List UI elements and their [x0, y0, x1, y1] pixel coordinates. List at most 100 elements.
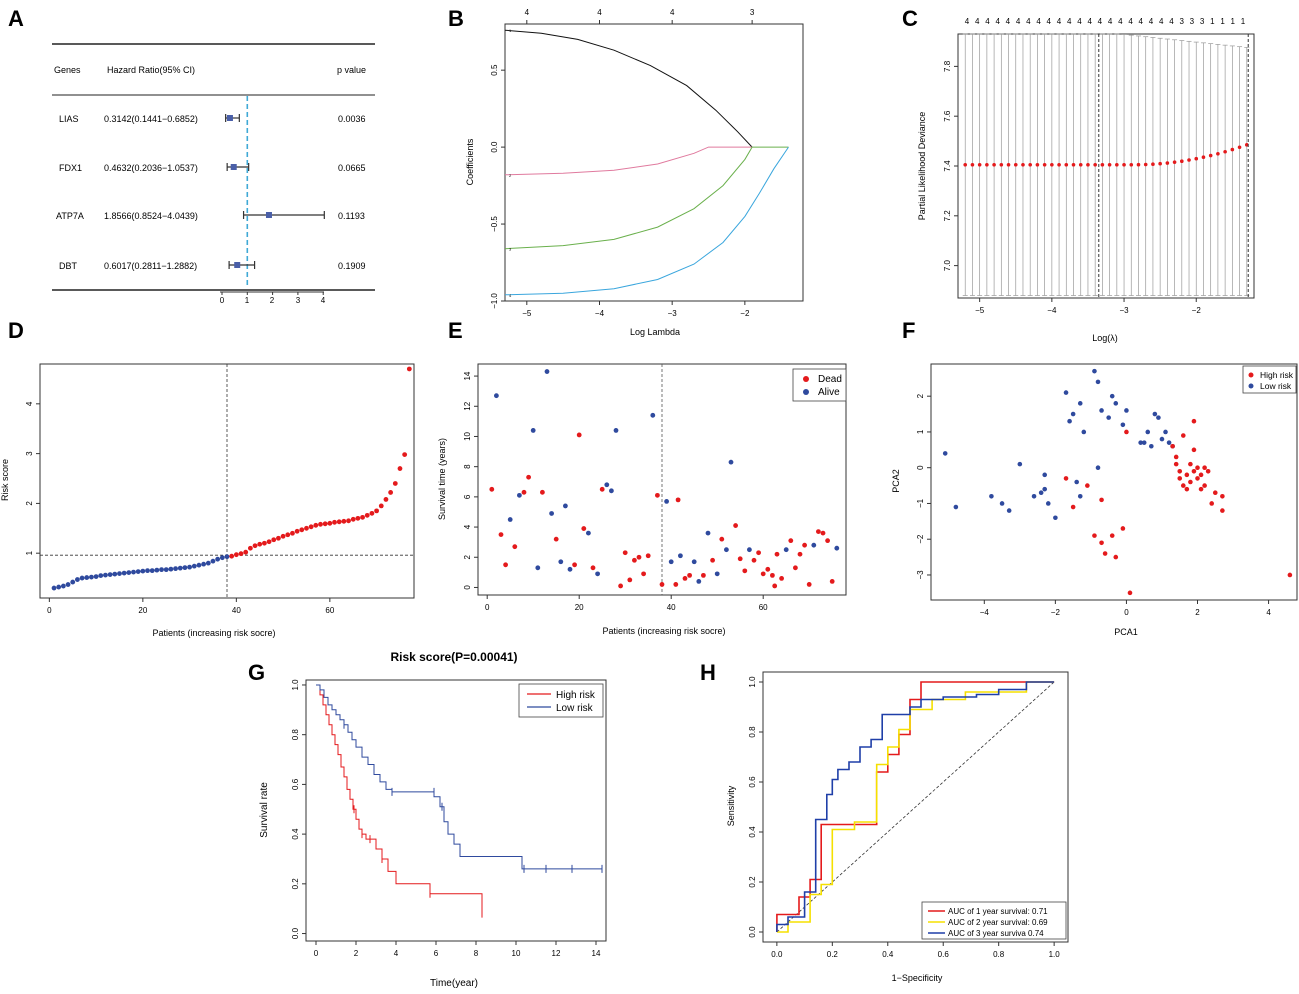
cv-mean-point [1042, 162, 1047, 167]
top-tick-label: 4 [1139, 17, 1144, 26]
risk-score-point [378, 503, 384, 509]
risk-score-point [182, 565, 188, 571]
x-tick-label: 6 [434, 949, 439, 958]
survival-point [705, 530, 711, 536]
axis-y-label: Survival rate [259, 782, 270, 838]
axis-y-label: Sensitivity [726, 785, 736, 826]
x-tick-label: 60 [759, 603, 768, 612]
x-tick-label: 2 [1195, 608, 1200, 617]
pca-point [1141, 440, 1147, 445]
survival-point [590, 565, 596, 571]
pca-point [1099, 497, 1104, 503]
survival-point [770, 572, 775, 578]
cv-mean-point [992, 162, 996, 167]
pca-point [1287, 572, 1293, 578]
survival-point [636, 554, 642, 560]
legend-alive-marker [803, 389, 809, 395]
risk-score-point [271, 537, 277, 543]
risk-score-point [247, 545, 253, 551]
risk-score-point [238, 551, 244, 557]
top-tick-label: 4 [1149, 17, 1154, 26]
survival-point [719, 536, 725, 542]
pca-point [1177, 468, 1183, 474]
pca-point [989, 494, 994, 499]
panel-label-h: H [700, 660, 716, 685]
cv-mean-point [1129, 162, 1134, 167]
risk-score-point [369, 510, 375, 516]
cv-mean-point [1093, 162, 1097, 167]
panel-label-e: E [448, 318, 463, 343]
legend-box [921, 901, 1067, 940]
top-tick-label: 1 [1241, 17, 1246, 26]
x-tick-label: −2 [1051, 608, 1061, 617]
legend-1yr-label: AUC of 1 year survival: 0.71 [948, 907, 1048, 916]
plot-frame [305, 679, 607, 942]
pca-point [1163, 429, 1168, 435]
y-tick-label: 0.8 [748, 726, 757, 738]
axis-x-label: Patients (increasing risk socre) [602, 626, 725, 636]
pca-point [1038, 490, 1044, 496]
y-tick-label: 0.0 [748, 926, 757, 938]
pca-point [1045, 501, 1051, 506]
forest-x-tick: 1 [245, 296, 250, 305]
pca-point [1127, 590, 1133, 596]
risk-score-point [341, 518, 347, 524]
risk-score-point [280, 533, 286, 539]
cv-mean-point [1223, 149, 1227, 154]
x-tick-label: 12 [552, 949, 561, 958]
y-tick-label: 0.2 [291, 878, 300, 890]
risk-score-point [140, 568, 146, 574]
axis-x-label: Time(year) [430, 978, 478, 989]
x-tick-label: −3 [1119, 306, 1129, 315]
pca-point [1198, 472, 1204, 478]
cv-mean-point [1208, 153, 1213, 158]
y-tick-label: 0.6 [291, 778, 300, 790]
risk-score-plot: Patients (increasing risk socre) Risk sc… [0, 363, 415, 638]
x-tick-label: 8 [474, 949, 479, 958]
pca-point [1077, 494, 1083, 499]
risk-score-point [201, 561, 207, 567]
x-tick-label: 0 [47, 606, 52, 615]
survival-point [751, 557, 757, 563]
panel-label-a: A [8, 6, 24, 31]
pca-point [1113, 554, 1119, 560]
risk-score-point [135, 569, 141, 575]
cv-mean-point [1107, 162, 1112, 167]
forest-x-tick: 4 [321, 296, 326, 305]
cv-mean-point [985, 162, 989, 167]
top-tick-label: 4 [965, 17, 970, 26]
x-tick-label: 0.6 [938, 950, 950, 959]
cv-mean-point [1071, 162, 1076, 167]
survival-point [604, 482, 610, 488]
pca-point [1120, 422, 1126, 428]
legend-high-label: High risk [556, 690, 596, 701]
cv-mean-point [1136, 162, 1141, 167]
risk-score-point [350, 516, 356, 522]
y-tick-label: 0.2 [748, 876, 757, 888]
survival-point [549, 511, 554, 516]
survival-point [816, 529, 821, 534]
survival-point [512, 544, 518, 550]
forest-x-tick: 2 [270, 296, 275, 305]
survival-point [714, 571, 720, 577]
survival-point [558, 559, 564, 565]
survival-point [797, 551, 803, 557]
cv-mean-point [1064, 162, 1069, 167]
panel-label-c: C [902, 6, 918, 31]
pca-point [1113, 401, 1119, 406]
survival-point [521, 489, 527, 495]
survival-point [659, 582, 665, 587]
y-tick-label: 7.0 [943, 260, 952, 272]
y-tick-label: −1 [916, 498, 925, 508]
x-tick-label: 20 [575, 603, 584, 612]
top-tick-label: 4 [1057, 17, 1062, 26]
top-tick-label: 4 [975, 17, 980, 26]
survival-point [742, 568, 748, 574]
cv-mean-point [977, 162, 982, 167]
cv-mean-point [1115, 162, 1119, 167]
risk-score-point [187, 564, 193, 570]
x-tick-label: −4 [1047, 306, 1057, 315]
survival-point [599, 486, 605, 492]
axis-y-label: PCA2 [891, 469, 901, 493]
y-tick-label: 0.0 [291, 927, 300, 939]
